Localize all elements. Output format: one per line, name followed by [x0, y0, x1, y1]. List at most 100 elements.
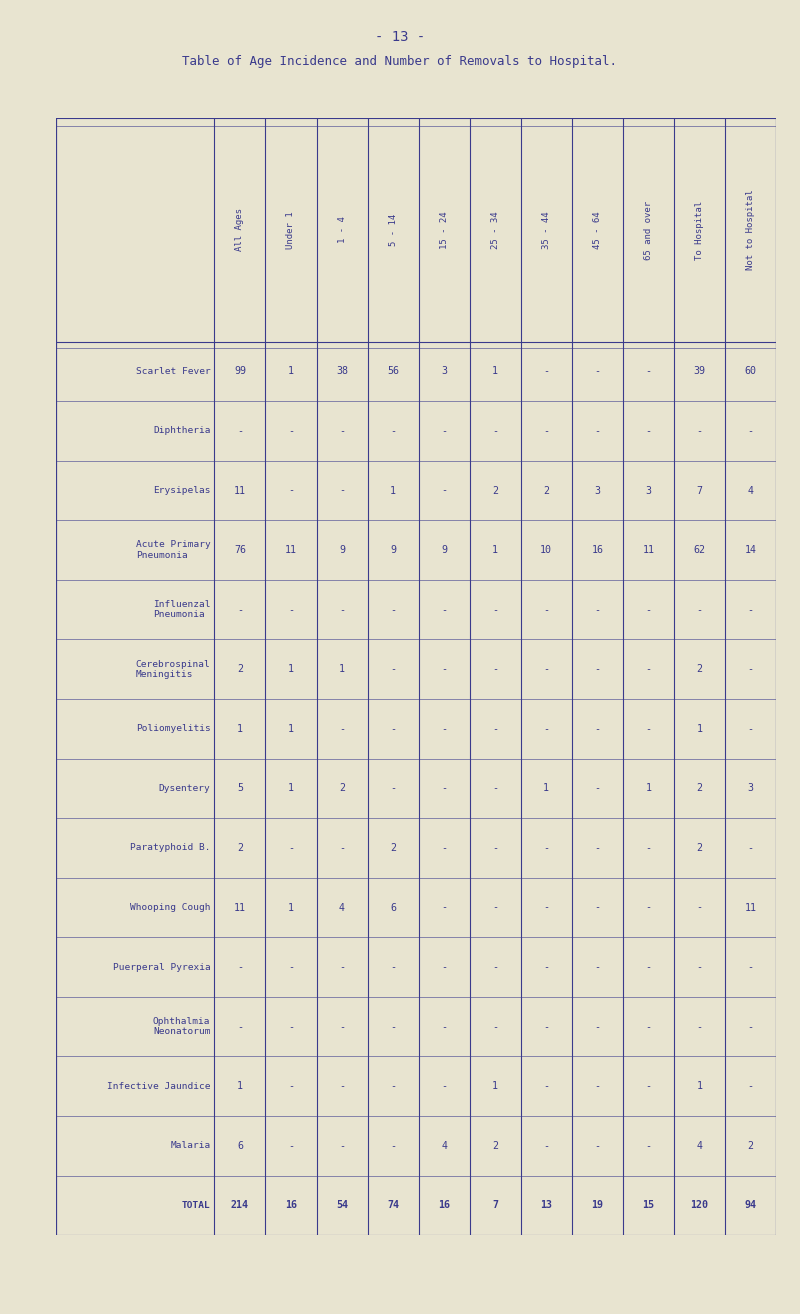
Text: Diphtheria: Diphtheria — [153, 427, 210, 435]
Text: -: - — [441, 783, 447, 794]
Text: -: - — [747, 426, 754, 436]
Text: 10: 10 — [540, 545, 552, 555]
Text: 4: 4 — [747, 486, 754, 495]
Text: -: - — [492, 844, 498, 853]
Text: -: - — [288, 962, 294, 972]
Text: -: - — [594, 724, 600, 733]
Text: -: - — [594, 1081, 600, 1091]
Text: -: - — [594, 1022, 600, 1031]
Text: -: - — [697, 426, 702, 436]
Text: 2: 2 — [237, 844, 243, 853]
Text: Not to Hospital: Not to Hospital — [746, 189, 755, 271]
Text: -: - — [543, 604, 550, 615]
Text: 1: 1 — [288, 903, 294, 912]
Text: 74: 74 — [387, 1201, 399, 1210]
Text: 45 - 64: 45 - 64 — [593, 212, 602, 248]
Text: 16: 16 — [285, 1201, 297, 1210]
Text: 99: 99 — [234, 367, 246, 376]
Text: -: - — [288, 1081, 294, 1091]
Text: -: - — [390, 962, 396, 972]
Text: 11: 11 — [234, 486, 246, 495]
Text: -: - — [646, 903, 651, 912]
Text: 2: 2 — [237, 665, 243, 674]
Text: -: - — [492, 604, 498, 615]
Text: 2: 2 — [697, 783, 702, 794]
Text: -: - — [646, 1141, 651, 1151]
Text: 1: 1 — [646, 783, 651, 794]
Text: -: - — [747, 724, 754, 733]
Text: -: - — [390, 724, 396, 733]
Text: -: - — [339, 486, 345, 495]
Text: -: - — [697, 604, 702, 615]
Text: -: - — [594, 844, 600, 853]
Text: Acute Primary
Pneumonia: Acute Primary Pneumonia — [136, 540, 210, 560]
Text: -: - — [646, 1022, 651, 1031]
Text: 1: 1 — [492, 545, 498, 555]
Text: 4: 4 — [441, 1141, 447, 1151]
Text: -: - — [646, 724, 651, 733]
Text: Dysentery: Dysentery — [158, 784, 210, 792]
Text: Poliomyelitis: Poliomyelitis — [136, 724, 210, 733]
Text: -: - — [339, 1022, 345, 1031]
Text: -: - — [441, 844, 447, 853]
Text: 1: 1 — [237, 724, 243, 733]
Text: -: - — [441, 486, 447, 495]
Text: 39: 39 — [694, 367, 706, 376]
Text: 1: 1 — [697, 724, 702, 733]
Text: 7: 7 — [697, 486, 702, 495]
Text: 9: 9 — [441, 545, 447, 555]
Text: -: - — [594, 426, 600, 436]
Text: 9: 9 — [339, 545, 345, 555]
Text: 120: 120 — [690, 1201, 709, 1210]
Text: 35 - 44: 35 - 44 — [542, 212, 550, 248]
Text: -: - — [747, 665, 754, 674]
Text: 25 - 34: 25 - 34 — [490, 212, 500, 248]
Text: 1: 1 — [237, 1081, 243, 1091]
Text: -: - — [390, 426, 396, 436]
Text: Table of Age Incidence and Number of Removals to Hospital.: Table of Age Incidence and Number of Rem… — [182, 55, 618, 68]
Text: 1: 1 — [390, 486, 396, 495]
Text: 3: 3 — [441, 367, 447, 376]
Text: -: - — [543, 1022, 550, 1031]
Text: 56: 56 — [387, 367, 399, 376]
Text: 4: 4 — [697, 1141, 702, 1151]
Text: 6: 6 — [237, 1141, 243, 1151]
Text: -: - — [646, 844, 651, 853]
Text: 60: 60 — [745, 367, 757, 376]
Text: Whooping Cough: Whooping Cough — [130, 903, 210, 912]
Text: -: - — [543, 426, 550, 436]
Text: 2: 2 — [697, 844, 702, 853]
Text: Influenzal
Pneumonia: Influenzal Pneumonia — [153, 600, 210, 619]
Text: 3: 3 — [594, 486, 600, 495]
Text: -: - — [646, 962, 651, 972]
Text: -: - — [543, 844, 550, 853]
Text: 1: 1 — [543, 783, 550, 794]
Text: 11: 11 — [234, 903, 246, 912]
Text: -: - — [339, 962, 345, 972]
Text: 94: 94 — [745, 1201, 757, 1210]
Text: -: - — [747, 604, 754, 615]
Text: -: - — [492, 903, 498, 912]
Text: -: - — [492, 724, 498, 733]
Text: 3: 3 — [747, 783, 754, 794]
Text: -: - — [288, 604, 294, 615]
Text: 14: 14 — [745, 545, 757, 555]
Text: To Hospital: To Hospital — [695, 201, 704, 259]
Text: Erysipelas: Erysipelas — [153, 486, 210, 495]
Text: -: - — [747, 1081, 754, 1091]
Text: -: - — [543, 367, 550, 376]
Text: Malaria: Malaria — [170, 1142, 210, 1150]
Text: -: - — [339, 426, 345, 436]
Text: -: - — [492, 665, 498, 674]
Text: 16: 16 — [591, 545, 603, 555]
Text: -: - — [747, 844, 754, 853]
Text: -: - — [697, 962, 702, 972]
Text: -: - — [237, 426, 243, 436]
Text: -: - — [543, 665, 550, 674]
Text: 2: 2 — [492, 1141, 498, 1151]
Text: 5: 5 — [237, 783, 243, 794]
Text: -: - — [390, 604, 396, 615]
Text: 54: 54 — [336, 1201, 348, 1210]
Text: -: - — [594, 1141, 600, 1151]
Text: -: - — [747, 962, 754, 972]
